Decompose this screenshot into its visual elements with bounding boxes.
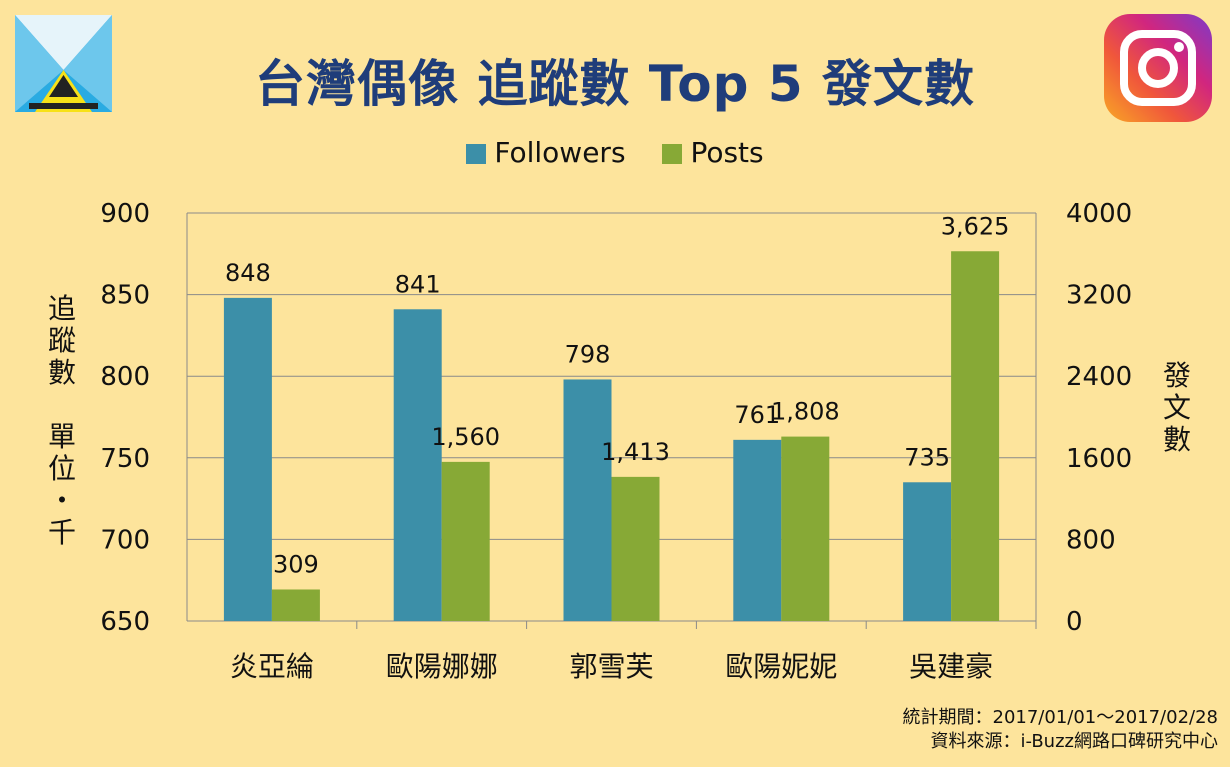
data-label-followers: 735	[904, 443, 950, 471]
data-label-posts: 3,625	[941, 212, 1010, 240]
data-label-posts: 309	[273, 550, 319, 578]
bar-posts	[441, 461, 490, 621]
legend-swatch-posts	[662, 144, 683, 164]
y-axis-title-left-char	[48, 388, 76, 421]
data-label-posts: 1,560	[431, 423, 500, 451]
legend-swatch-followers	[466, 144, 487, 164]
legend: Followers Posts	[0, 136, 1230, 169]
bar-posts	[611, 476, 660, 621]
x-tick-label: 炎亞綸	[230, 650, 314, 683]
y-axis-title-left-char: 位	[48, 452, 76, 485]
y-tick-right: 0	[1066, 607, 1083, 637]
data-label-followers: 761	[734, 401, 780, 429]
y-tick-left: 750	[100, 444, 150, 474]
bar-posts	[951, 251, 1000, 621]
y-axis-title-left-char: 追	[48, 292, 76, 325]
legend-posts: Posts	[662, 136, 764, 169]
y-tick-right: 1600	[1066, 444, 1132, 474]
y-tick-right: 3200	[1066, 281, 1132, 311]
y-axis-title-right-char: 發	[1163, 359, 1191, 392]
x-tick-label: 歐陽娜娜	[386, 650, 498, 683]
y-axis-title-left-char: 數	[48, 356, 76, 389]
bar-followers	[393, 309, 442, 621]
y-tick-right: 2400	[1066, 362, 1132, 392]
legend-label-followers: Followers	[494, 136, 626, 169]
source-origin: 資料來源：i-Buzz網路口碑研究中心	[930, 731, 1218, 752]
bar-followers	[903, 482, 952, 621]
data-label-posts: 1,808	[771, 398, 840, 426]
y-axis-title-left-char: 千	[48, 516, 76, 549]
chart-title: 台灣偶像 追蹤數 Top 5 發文數	[254, 55, 976, 113]
y-axis-title-left-char: 單	[48, 420, 76, 453]
bar-posts	[781, 436, 830, 621]
x-tick-label: 歐陽妮妮	[725, 650, 837, 683]
instagram-icon	[1104, 14, 1212, 122]
y-tick-left: 700	[100, 525, 150, 555]
legend-followers: Followers	[466, 136, 626, 169]
y-axis-title-left-char: 蹤	[48, 324, 76, 357]
legend-label-posts: Posts	[690, 136, 764, 169]
data-label-followers: 848	[225, 259, 271, 287]
source-note: 統計期間：2017/01/01～2017/02/28 資料來源：i-Buzz網路…	[903, 706, 1219, 754]
y-axis-title-left-char: ・	[48, 484, 76, 517]
y-axis-title-right-char: 數	[1163, 423, 1191, 456]
y-tick-left: 850	[100, 281, 150, 311]
y-tick-left: 650	[100, 607, 150, 637]
x-tick-label: 吳建豪	[909, 650, 993, 683]
bar-posts	[271, 589, 320, 621]
data-label-followers: 798	[565, 340, 611, 368]
data-label-posts: 1,413	[601, 438, 670, 466]
bar-followers	[563, 379, 612, 621]
data-label-followers: 841	[395, 270, 441, 298]
y-tick-left: 900	[100, 199, 150, 229]
y-tick-left: 800	[100, 362, 150, 392]
y-tick-right: 4000	[1066, 199, 1132, 229]
ibuzz-logo-icon	[15, 15, 112, 112]
y-tick-right: 800	[1066, 525, 1116, 555]
y-axis-title-right-char: 文	[1163, 391, 1191, 424]
source-period: 統計期間：2017/01/01～2017/02/28	[902, 707, 1219, 728]
x-tick-label: 郭雪芙	[569, 650, 653, 683]
bar-followers	[223, 297, 272, 621]
bar-followers	[733, 439, 782, 621]
